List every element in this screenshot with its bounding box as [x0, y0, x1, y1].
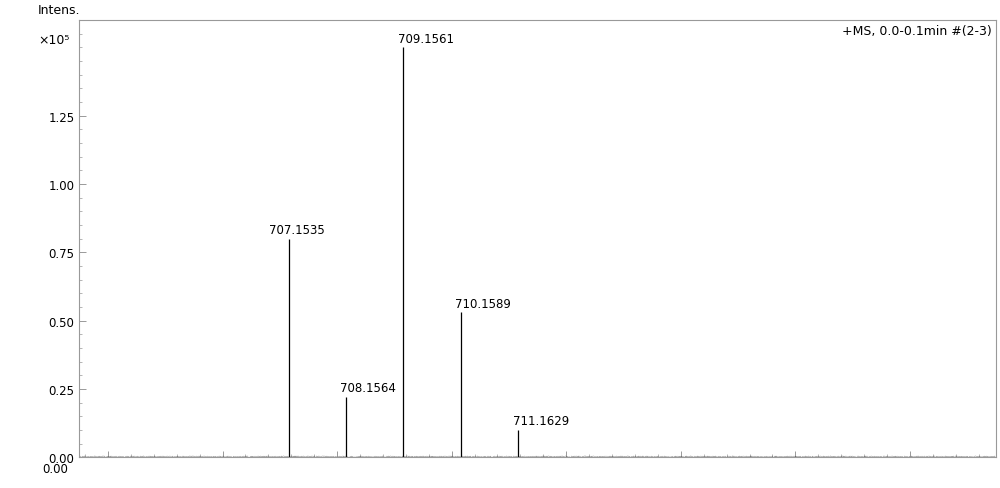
Text: 707.1535: 707.1535: [269, 224, 324, 236]
Text: ×10⁵: ×10⁵: [38, 34, 69, 47]
Text: 710.1589: 710.1589: [455, 297, 511, 310]
Text: 711.1629: 711.1629: [513, 414, 569, 427]
Text: Intens.: Intens.: [38, 3, 81, 17]
Text: +MS, 0.0-0.1min #(2-3): +MS, 0.0-0.1min #(2-3): [842, 25, 991, 38]
Text: 709.1561: 709.1561: [398, 33, 454, 45]
Text: 0.00: 0.00: [42, 462, 68, 475]
Text: 708.1564: 708.1564: [340, 382, 396, 395]
